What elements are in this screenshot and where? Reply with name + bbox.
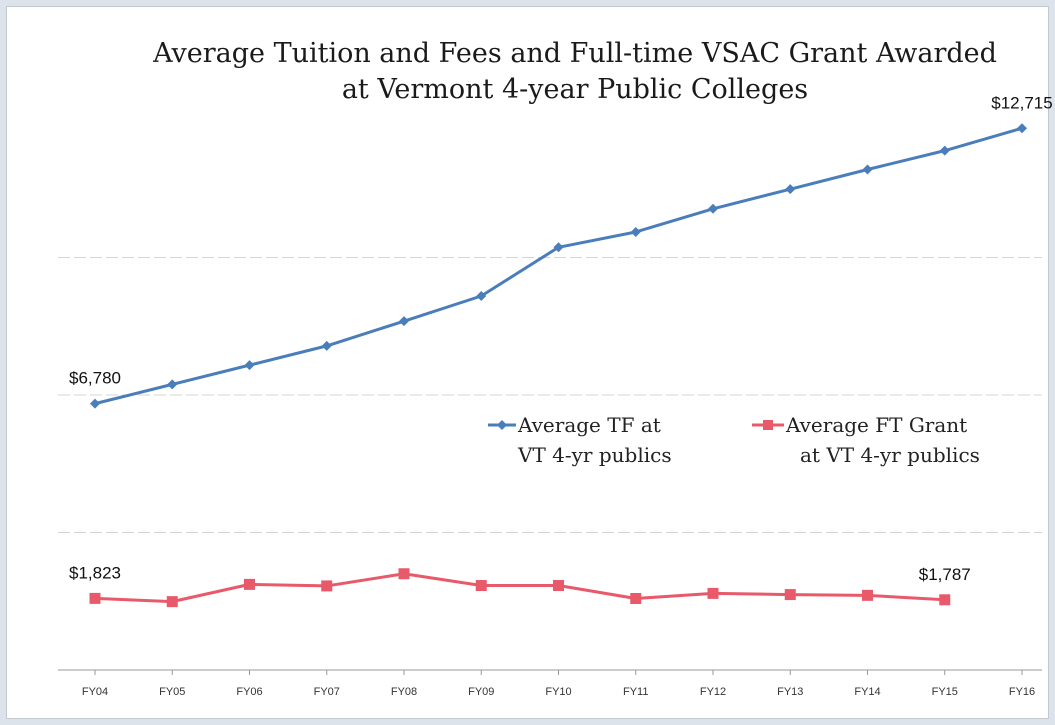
x-tick-label: FY07 — [314, 686, 340, 698]
data-point-0 — [1017, 123, 1027, 134]
data-point-0 — [167, 379, 178, 390]
x-tick-label: FY14 — [854, 686, 880, 698]
data-point-0 — [862, 164, 873, 175]
data-point-1 — [939, 594, 951, 606]
x-tick-label: FY09 — [468, 686, 494, 698]
data-point-1 — [862, 589, 873, 601]
data-point-0 — [708, 203, 718, 214]
data-point-1 — [475, 580, 487, 592]
data-point-1 — [398, 568, 410, 580]
x-tick-label: FY08 — [391, 686, 417, 698]
data-label-0: $6,780 — [69, 369, 121, 388]
data-point-0 — [939, 145, 950, 156]
data-point-1 — [166, 596, 178, 608]
legend-item-tf: Average TF at VT 4-yr publics — [488, 413, 672, 467]
data-label-1: $1,823 — [69, 563, 121, 582]
data-point-0 — [244, 360, 255, 371]
data-label-1: $1,787 — [919, 565, 971, 584]
data-point-0 — [321, 340, 332, 351]
legend-item-grant: Average FT Grant at VT 4-yr publics — [752, 413, 980, 467]
data-point-0 — [476, 291, 487, 301]
legend-label-grant-line-2: at VT 4-yr publics — [800, 443, 980, 467]
series-line-0 — [94, 126, 1023, 406]
legend-marker-grant — [763, 420, 773, 430]
data-point-1 — [784, 589, 796, 601]
x-tick-label: FY13 — [777, 686, 803, 698]
data-point-0 — [399, 316, 409, 327]
series-line-1 — [94, 572, 945, 604]
x-tick-label: FY11 — [623, 686, 648, 698]
data-point-0 — [90, 398, 100, 409]
chart-title: Average Tuition and Fees and Full-time V… — [0, 36, 1055, 108]
x-tick-label: FY16 — [1009, 686, 1035, 698]
data-labels: $6,780 $12,715 $1,823 $1,787 — [69, 93, 1053, 584]
chart-title-line-2: at Vermont 4-year Public Colleges — [341, 74, 809, 105]
x-tick-label: FY04 — [82, 686, 108, 698]
data-point-1 — [630, 593, 642, 604]
data-point-1 — [244, 578, 255, 590]
data-point-1 — [553, 580, 564, 592]
legend-label-grant-line-1: Average FT Grant — [785, 413, 967, 437]
series-layer — [89, 123, 1027, 608]
data-point-1 — [89, 592, 101, 604]
data-point-0 — [630, 226, 641, 237]
data-point-1 — [321, 580, 333, 592]
x-tick-label: FY12 — [700, 686, 726, 698]
chart-title-line-1: Average Tuition and Fees and Full-time V… — [153, 38, 997, 69]
legend: Average TF at VT 4-yr publics Average FT… — [488, 413, 980, 467]
data-point-0 — [553, 242, 564, 253]
legend-label-tf-line-2: VT 4-yr publics — [517, 443, 672, 467]
x-tick-label: FY05 — [159, 686, 185, 698]
legend-marker-tf — [497, 420, 507, 430]
data-point-1 — [707, 587, 719, 599]
gridlines — [58, 257, 1042, 533]
data-point-0 — [785, 184, 796, 195]
x-tick-label: FY10 — [545, 686, 571, 698]
x-tick-label: FY06 — [236, 686, 262, 698]
x-tick-label: FY15 — [932, 686, 958, 698]
x-axis-ticks: FY04 FY05 FY06 FY07 FY08 FY09 FY10 FY11 FY12 FY13… — [82, 670, 1035, 698]
data-label-0: $12,715 — [991, 93, 1052, 112]
legend-label-tf-line-1: Average TF at — [517, 413, 661, 437]
